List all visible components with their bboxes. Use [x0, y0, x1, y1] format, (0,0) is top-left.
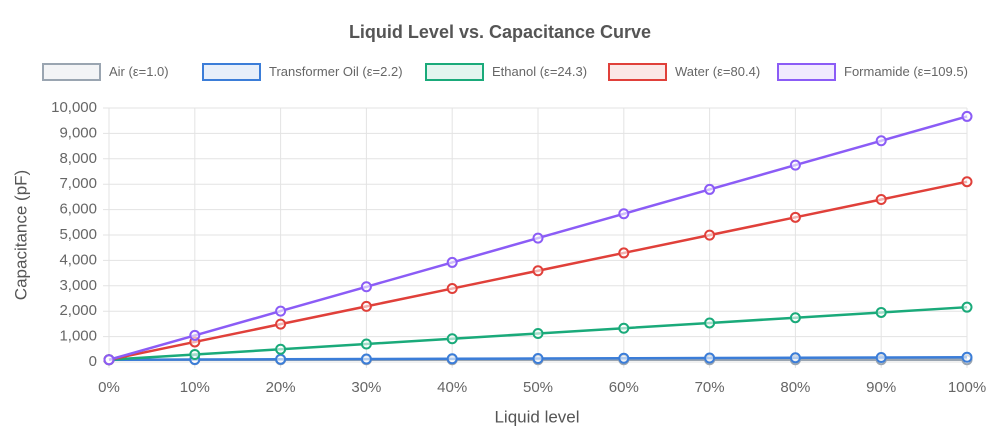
x-tick-label: 90%: [866, 379, 896, 396]
data-point: [618, 352, 630, 364]
chart-title: Liquid Level vs. Capacitance Curve: [349, 22, 651, 42]
data-point: [704, 317, 716, 329]
y-axis-title: Capacitance (pF): [11, 170, 30, 300]
data-point: [360, 353, 372, 365]
legend-swatch: [42, 63, 101, 81]
data-point: [875, 135, 887, 147]
data-point: [446, 333, 458, 345]
y-tick-label: 8,000: [59, 150, 97, 167]
x-tick-label: 70%: [695, 379, 725, 396]
data-point: [189, 349, 201, 361]
data-point: [961, 110, 973, 122]
data-point: [961, 301, 973, 313]
data-point: [275, 305, 287, 317]
data-point: [189, 329, 201, 341]
y-tick-label: 1,000: [59, 328, 97, 345]
data-point: [532, 265, 544, 277]
y-tick-label: 2,000: [59, 302, 97, 319]
data-point: [532, 232, 544, 244]
data-point: [360, 300, 372, 312]
y-tick-label: 6,000: [59, 201, 97, 218]
data-point: [618, 322, 630, 334]
data-point: [789, 312, 801, 324]
y-tick-label: 4,000: [59, 251, 97, 268]
legend-label: Ethanol (ε=24.3): [492, 64, 587, 79]
data-point: [704, 352, 716, 364]
y-tick-label: 7,000: [59, 175, 97, 192]
data-point: [446, 353, 458, 365]
x-tick-label: 20%: [266, 379, 296, 396]
data-point: [103, 354, 115, 366]
x-axis-title: Liquid level: [494, 407, 579, 426]
data-point: [360, 281, 372, 293]
data-point: [275, 343, 287, 355]
legend-label: Air (ε=1.0): [109, 64, 169, 79]
x-tick-label: 60%: [609, 379, 639, 396]
y-tick-label: 9,000: [59, 124, 97, 141]
data-point: [618, 208, 630, 220]
data-point: [532, 352, 544, 364]
legend: Air (ε=1.0) Transformer Oil (ε=2.2) Ethano…: [42, 63, 968, 81]
x-tick-label: 0%: [98, 379, 120, 396]
x-tick-label: 50%: [523, 379, 553, 396]
legend-swatch: [202, 63, 261, 81]
x-tick-label: 10%: [180, 379, 210, 396]
data-point: [704, 229, 716, 241]
y-tick-label: 3,000: [59, 277, 97, 294]
y-tick-label: 10,000: [51, 99, 97, 116]
legend-swatch: [425, 63, 484, 81]
data-point: [789, 159, 801, 171]
legend-label: Formamide (ε=109.5): [844, 64, 968, 79]
data-point: [704, 183, 716, 195]
x-tick-label: 100%: [948, 379, 986, 396]
data-point: [875, 351, 887, 363]
x-tick-label: 80%: [780, 379, 810, 396]
legend-swatch: [608, 63, 667, 81]
data-point: [360, 338, 372, 350]
x-tick-label: 40%: [437, 379, 467, 396]
data-point: [446, 283, 458, 295]
data-point: [789, 211, 801, 223]
legend-label: Transformer Oil (ε=2.2): [269, 64, 403, 79]
data-point: [532, 327, 544, 339]
data-point: [961, 351, 973, 363]
y-tick-label: 5,000: [59, 226, 97, 243]
legend-swatch: [777, 63, 836, 81]
data-point: [789, 352, 801, 364]
data-point: [875, 306, 887, 318]
data-point: [875, 194, 887, 206]
y-tick-label: 0: [89, 353, 97, 370]
data-point: [446, 256, 458, 268]
x-tick-label: 30%: [351, 379, 381, 396]
data-point: [961, 176, 973, 188]
data-point: [275, 353, 287, 365]
data-point: [618, 247, 630, 259]
data-point: [275, 318, 287, 330]
legend-label: Water (ε=80.4): [675, 64, 760, 79]
